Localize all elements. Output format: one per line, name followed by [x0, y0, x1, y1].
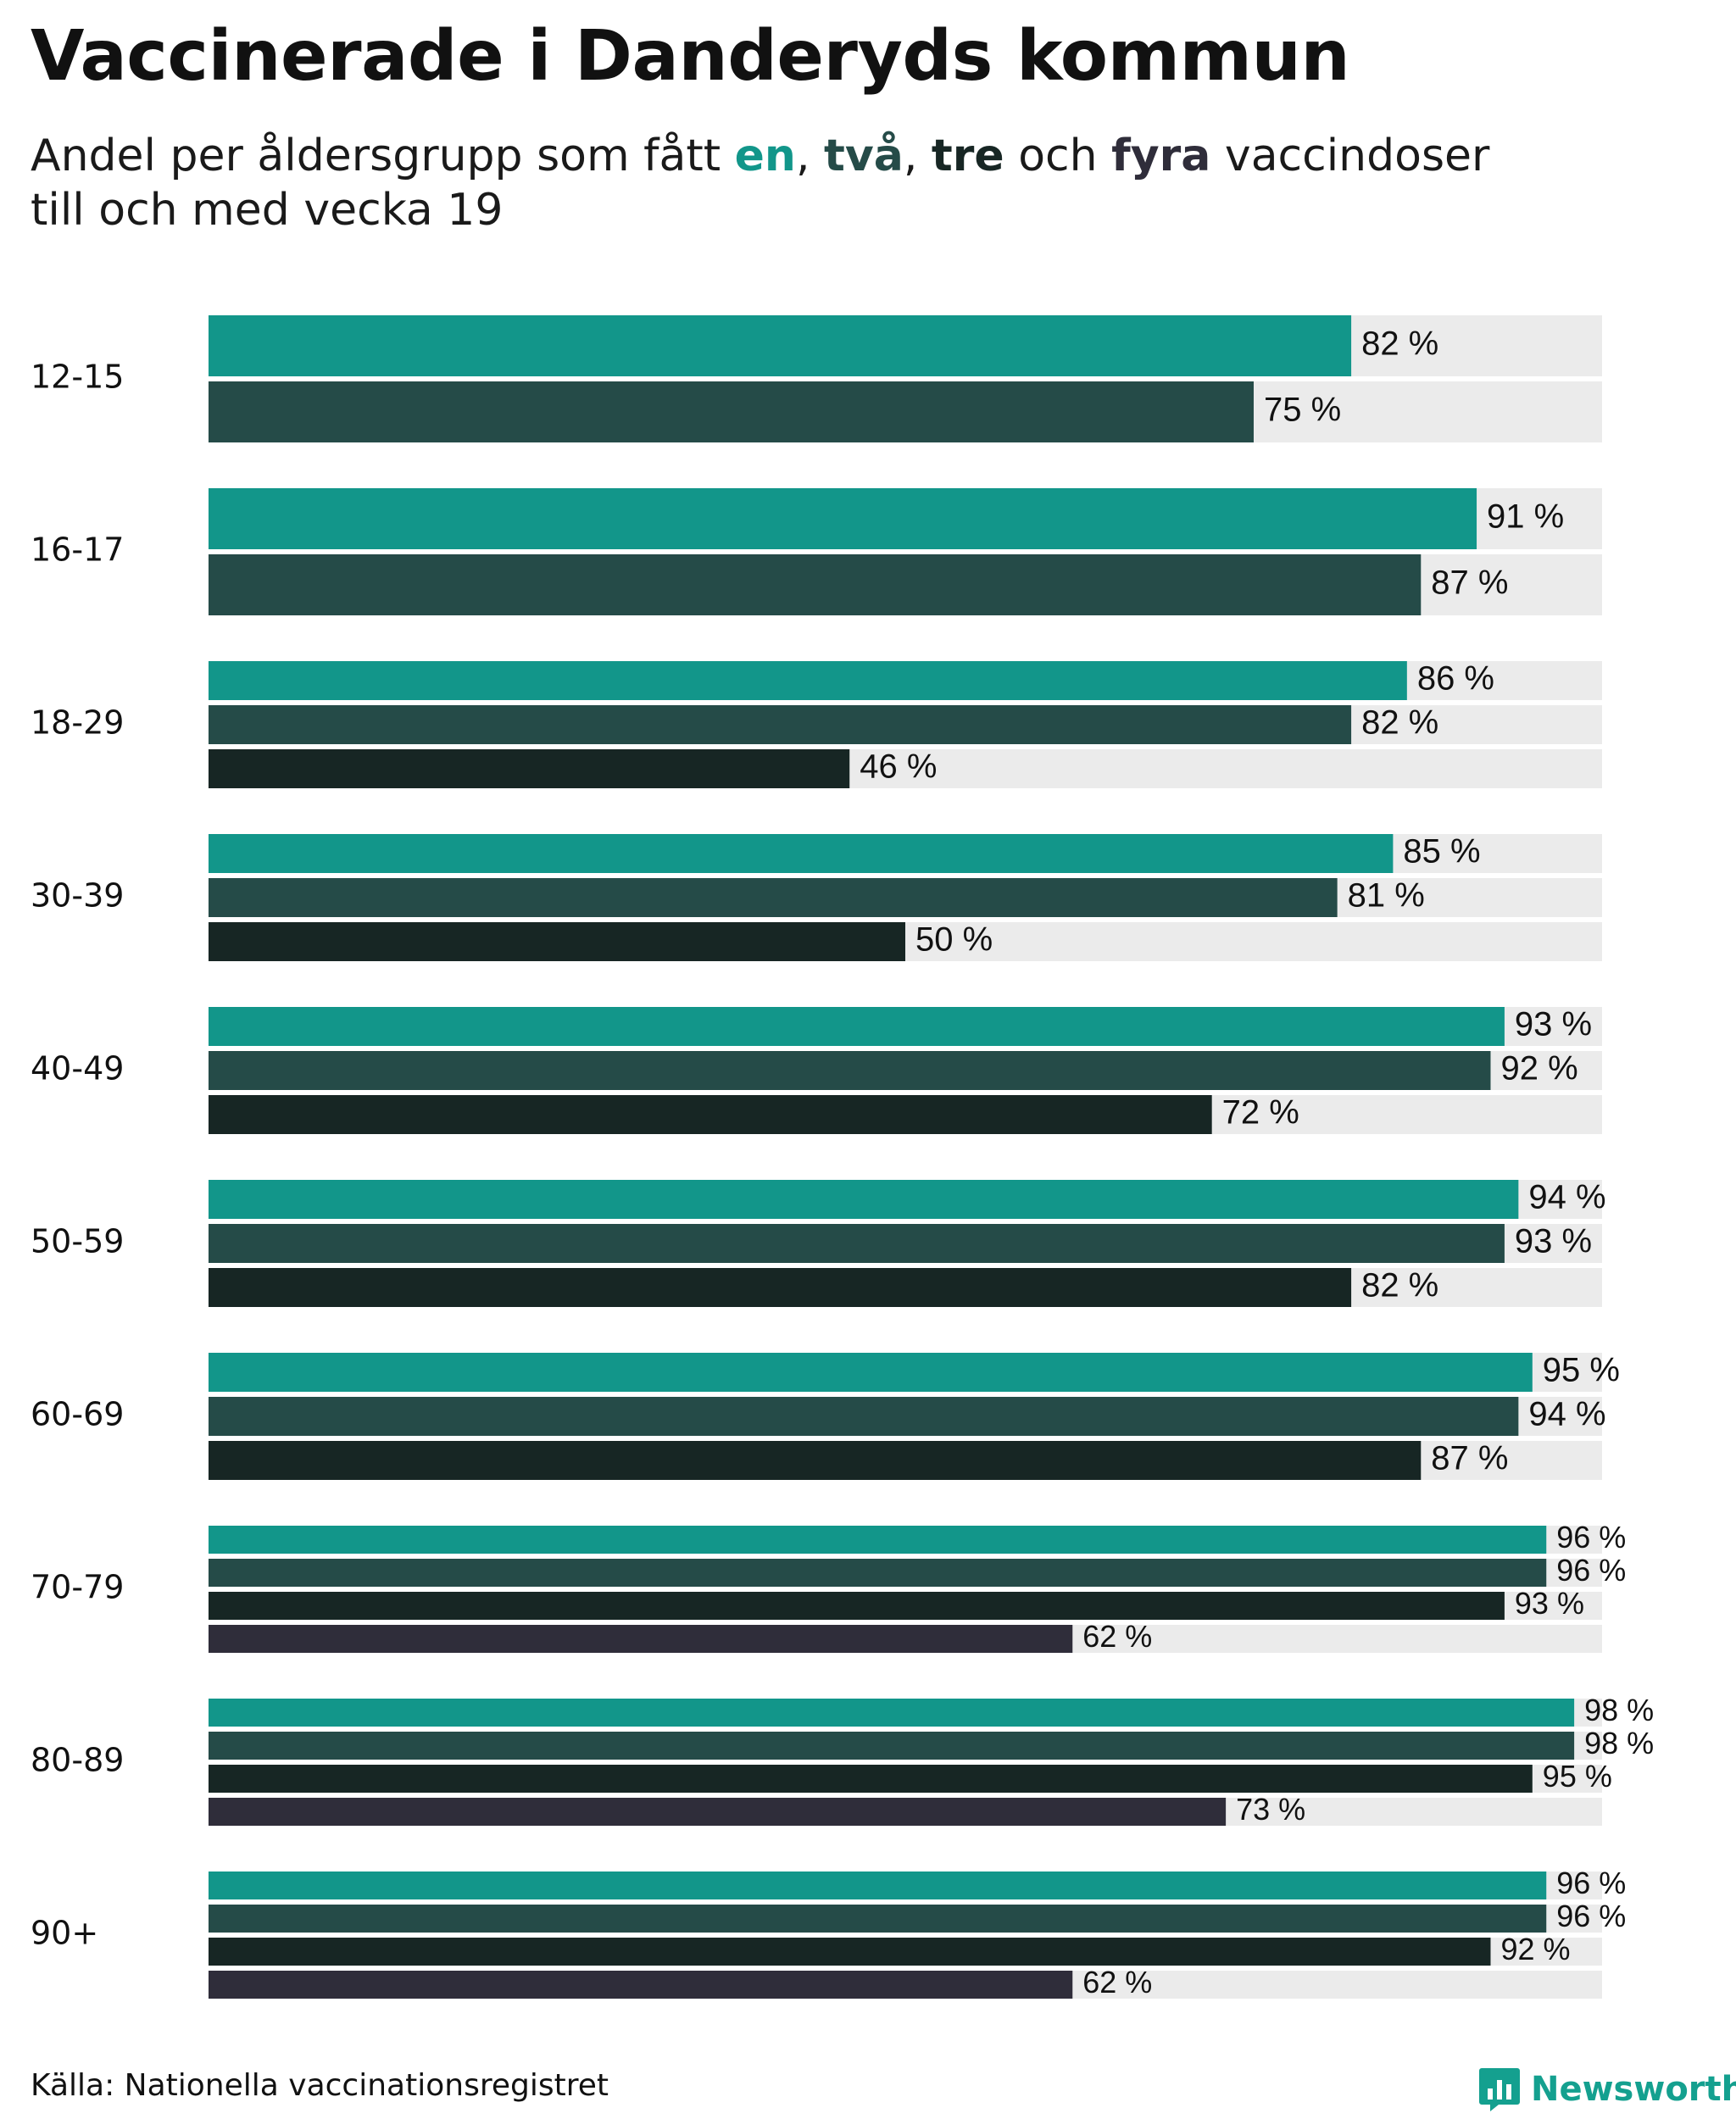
bar-chart-icon [1479, 2068, 1520, 2111]
data-label: 93 % [1515, 1006, 1592, 1043]
subtitle-period: till och med vecka 19 [31, 185, 504, 236]
bar-tre [209, 1268, 1352, 1307]
data-label: 96 % [1556, 1553, 1626, 1588]
bar-två [209, 554, 1422, 615]
bar-tre [209, 1592, 1505, 1620]
bar-tre [209, 922, 905, 961]
bar-två [209, 1224, 1505, 1263]
category-label: 80-89 [31, 1742, 124, 1779]
bar-en [209, 1353, 1533, 1392]
bar-fyra [209, 1625, 1073, 1653]
data-label: 85 % [1403, 833, 1480, 870]
page-title: Vaccinerade i Danderyds kommun [31, 16, 1350, 97]
subtitle-prefix: Andel per åldersgrupp som fått [31, 131, 735, 181]
brand-name: Newsworthy [1531, 2070, 1736, 2109]
bar-två [209, 705, 1352, 744]
brand-logo: Newsworthy [1478, 2066, 1736, 2112]
data-label: 75 % [1264, 392, 1341, 429]
bar-en [209, 1872, 1547, 1899]
category-label: 12-15 [31, 359, 124, 396]
bar-en [209, 488, 1477, 549]
data-label: 93 % [1515, 1223, 1592, 1260]
bar-två [209, 1397, 1519, 1436]
category-label: 90+ [31, 1915, 98, 1952]
data-label: 82 % [1361, 325, 1438, 363]
subtitle-separator: , [903, 131, 932, 181]
category-label: 30-39 [31, 877, 124, 915]
data-label: 92 % [1500, 1050, 1577, 1087]
bar-tre [209, 1765, 1533, 1793]
bar-två [209, 1051, 1491, 1090]
bar-en [209, 1180, 1519, 1219]
data-label: 93 % [1515, 1586, 1584, 1621]
bar-en [209, 1007, 1505, 1046]
data-label: 98 % [1584, 1726, 1654, 1760]
legend-dose-four: fyra [1111, 131, 1211, 181]
category-label: 50-59 [31, 1223, 124, 1260]
bar-två [209, 878, 1338, 917]
category-label: 18-29 [31, 704, 124, 742]
data-label: 94 % [1528, 1396, 1605, 1433]
bar-tre [209, 749, 850, 788]
data-label: 87 % [1431, 1440, 1508, 1477]
bar-chart: 12-15 82 % 75 % 16-17 91 % 87 % 18-29 86 % 82 % 4… [31, 315, 1654, 1999]
category-label: 40-49 [31, 1050, 124, 1087]
legend-dose-one: en [734, 131, 796, 181]
legend-dose-three: tre [931, 131, 1004, 181]
bar-tre [209, 1441, 1422, 1480]
data-label: 95 % [1543, 1352, 1620, 1389]
data-label: 82 % [1361, 704, 1438, 742]
data-label: 98 % [1584, 1693, 1654, 1727]
bar-fyra [209, 1798, 1227, 1826]
bar-en [209, 661, 1407, 700]
data-label: 72 % [1222, 1094, 1299, 1132]
chart-subtitle: Andel per åldersgrupp som fått en, två, … [31, 129, 1641, 237]
bar-en [209, 1526, 1547, 1554]
bar-två [209, 1559, 1547, 1587]
source-note: Källa: Nationella vaccinationsregistret [31, 2068, 609, 2103]
data-label: 62 % [1082, 1619, 1152, 1654]
bar-två [209, 381, 1254, 442]
data-label: 95 % [1543, 1759, 1612, 1794]
bar-en [209, 834, 1394, 873]
category-label: 16-17 [31, 531, 124, 569]
category-label: 70-79 [31, 1569, 124, 1606]
bar-tre [209, 1938, 1491, 1966]
data-label: 81 % [1348, 877, 1425, 915]
data-label: 96 % [1556, 1520, 1626, 1554]
data-label: 96 % [1556, 1866, 1626, 1900]
subtitle-conjunction: och [1004, 131, 1112, 181]
data-label: 73 % [1236, 1792, 1305, 1827]
bar-två [209, 1732, 1575, 1760]
data-label: 86 % [1417, 660, 1494, 698]
category-label: 60-69 [31, 1396, 124, 1433]
subtitle-separator: , [795, 131, 825, 181]
data-label: 87 % [1431, 565, 1508, 602]
legend-dose-two: två [824, 131, 904, 181]
bar-fyra [209, 1971, 1073, 1999]
data-label: 82 % [1361, 1267, 1438, 1304]
subtitle-suffix: vaccindoser [1210, 131, 1490, 181]
bar-två [209, 1905, 1547, 1933]
bar-en [209, 315, 1352, 376]
data-label: 50 % [915, 921, 993, 959]
data-label: 94 % [1528, 1179, 1605, 1216]
data-label: 91 % [1487, 498, 1564, 536]
bar-en [209, 1699, 1575, 1727]
bar-tre [209, 1095, 1212, 1134]
data-label: 96 % [1556, 1899, 1626, 1933]
data-label: 62 % [1082, 1965, 1152, 1999]
data-label: 92 % [1500, 1932, 1570, 1966]
data-label: 46 % [860, 748, 937, 786]
